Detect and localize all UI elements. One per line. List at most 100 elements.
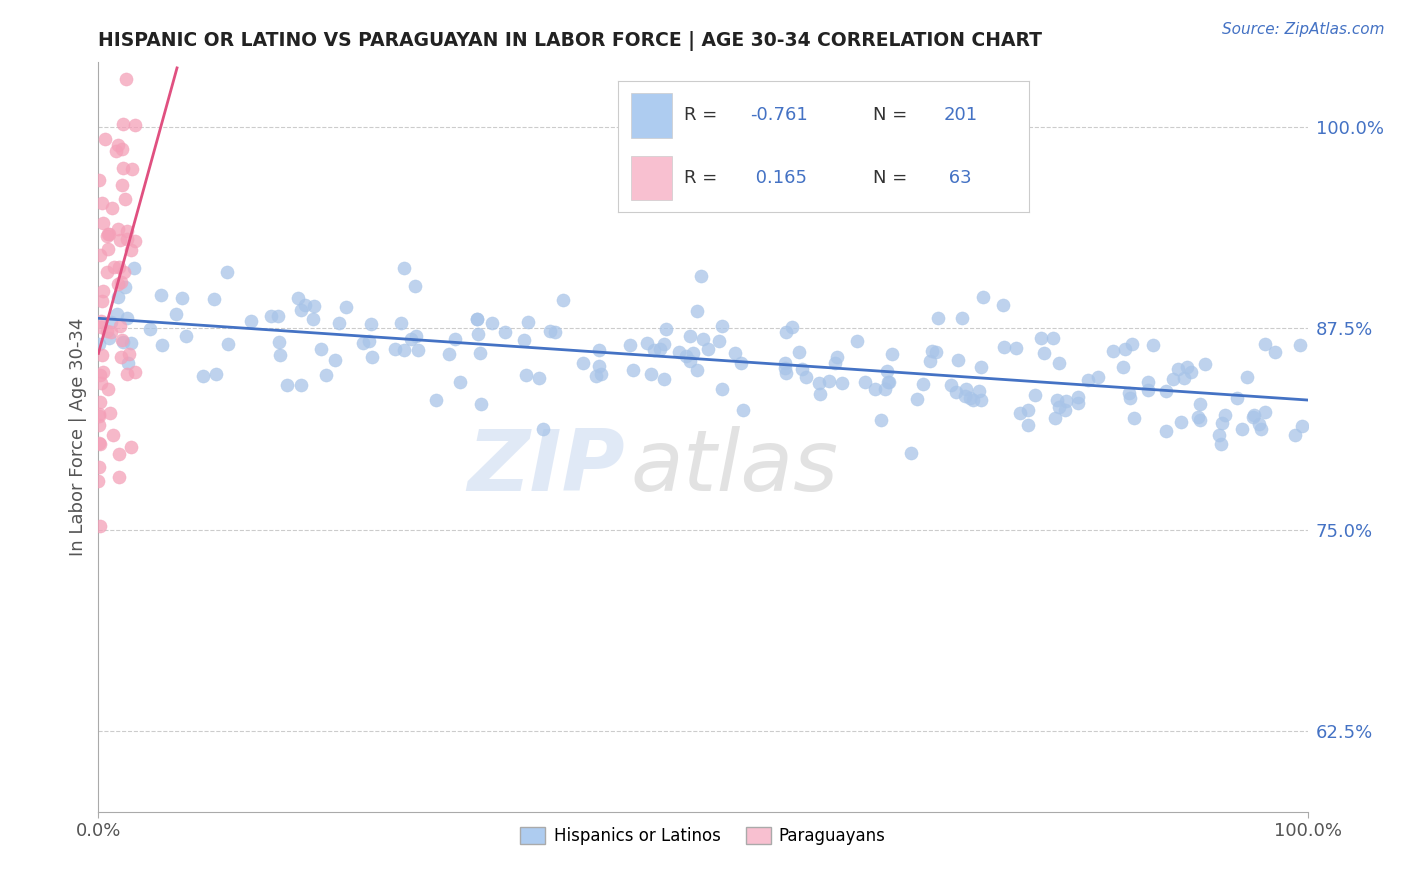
Point [110, 275, 132, 289]
Point [87, 418, 110, 433]
Point [692, 332, 714, 346]
Point [1253, 336, 1275, 351]
Point [787, 344, 810, 359]
Point [97, 242, 120, 256]
Point [1161, 372, 1184, 386]
Point [1004, 341, 1026, 355]
Point [1067, 390, 1090, 404]
Point [405, 329, 427, 343]
Point [877, 375, 900, 389]
Point [89, 436, 111, 450]
Point [970, 359, 993, 374]
Point [352, 336, 374, 351]
Point [111, 178, 134, 193]
Point [107, 470, 129, 484]
Point [110, 319, 132, 334]
Point [512, 333, 534, 347]
Point [724, 345, 747, 359]
Point [1247, 417, 1270, 431]
Point [112, 117, 135, 131]
Point [711, 383, 734, 397]
Text: atlas: atlas [630, 425, 838, 508]
Point [174, 329, 197, 343]
Point [357, 334, 380, 349]
Point [465, 312, 488, 326]
Point [120, 440, 142, 454]
Point [650, 342, 672, 356]
Point [93, 132, 115, 146]
Text: Source: ZipAtlas.com: Source: ZipAtlas.com [1222, 22, 1385, 37]
Point [276, 378, 298, 392]
Point [107, 277, 129, 291]
Point [538, 324, 561, 338]
Point [309, 342, 332, 356]
Point [1046, 392, 1069, 407]
Point [89, 518, 111, 533]
Point [707, 334, 730, 349]
Point [654, 337, 676, 351]
Point [1226, 391, 1249, 405]
Point [90, 376, 112, 391]
Point [1241, 410, 1264, 425]
Point [825, 351, 848, 365]
Point [101, 201, 124, 215]
Point [1289, 338, 1312, 352]
Point [1156, 424, 1178, 438]
Point [950, 311, 973, 326]
Point [773, 356, 796, 370]
Point [494, 326, 516, 340]
Point [465, 312, 488, 326]
Point [877, 375, 900, 389]
Point [1208, 427, 1230, 442]
Point [392, 343, 415, 357]
Point [1154, 384, 1177, 399]
Point [449, 376, 471, 390]
Point [90, 314, 112, 328]
Point [118, 347, 141, 361]
Point [515, 368, 537, 383]
Point [690, 269, 713, 284]
Point [941, 377, 963, 392]
Point [1173, 371, 1195, 385]
Y-axis label: In Labor Force | Age 30-34: In Labor Force | Age 30-34 [69, 318, 87, 557]
Point [1211, 416, 1233, 430]
Point [807, 376, 830, 390]
Point [399, 332, 422, 346]
Point [107, 137, 129, 152]
Point [89, 436, 111, 450]
Point [1119, 391, 1142, 405]
Point [925, 345, 948, 359]
Point [551, 293, 574, 307]
Point [107, 290, 129, 304]
Point [217, 265, 239, 279]
Point [845, 334, 868, 349]
Point [124, 119, 146, 133]
Point [668, 344, 690, 359]
Point [817, 374, 839, 388]
Point [921, 343, 943, 358]
Point [89, 407, 111, 421]
Point [1043, 411, 1066, 425]
Point [824, 356, 846, 370]
Point [267, 309, 290, 323]
Point [91, 365, 114, 379]
Point [1136, 384, 1159, 398]
Point [111, 142, 134, 156]
Point [1188, 413, 1211, 427]
Point [1047, 355, 1070, 369]
Point [686, 363, 709, 377]
Point [1250, 422, 1272, 436]
Point [335, 300, 357, 314]
Point [1187, 410, 1209, 425]
Point [101, 428, 124, 442]
Point [384, 342, 406, 356]
Point [115, 71, 138, 86]
Point [468, 346, 491, 360]
Point [287, 291, 309, 305]
Point [467, 326, 489, 341]
Point [865, 382, 887, 396]
Point [96, 227, 118, 241]
Point [124, 260, 146, 275]
Point [967, 384, 990, 399]
Point [124, 235, 146, 249]
